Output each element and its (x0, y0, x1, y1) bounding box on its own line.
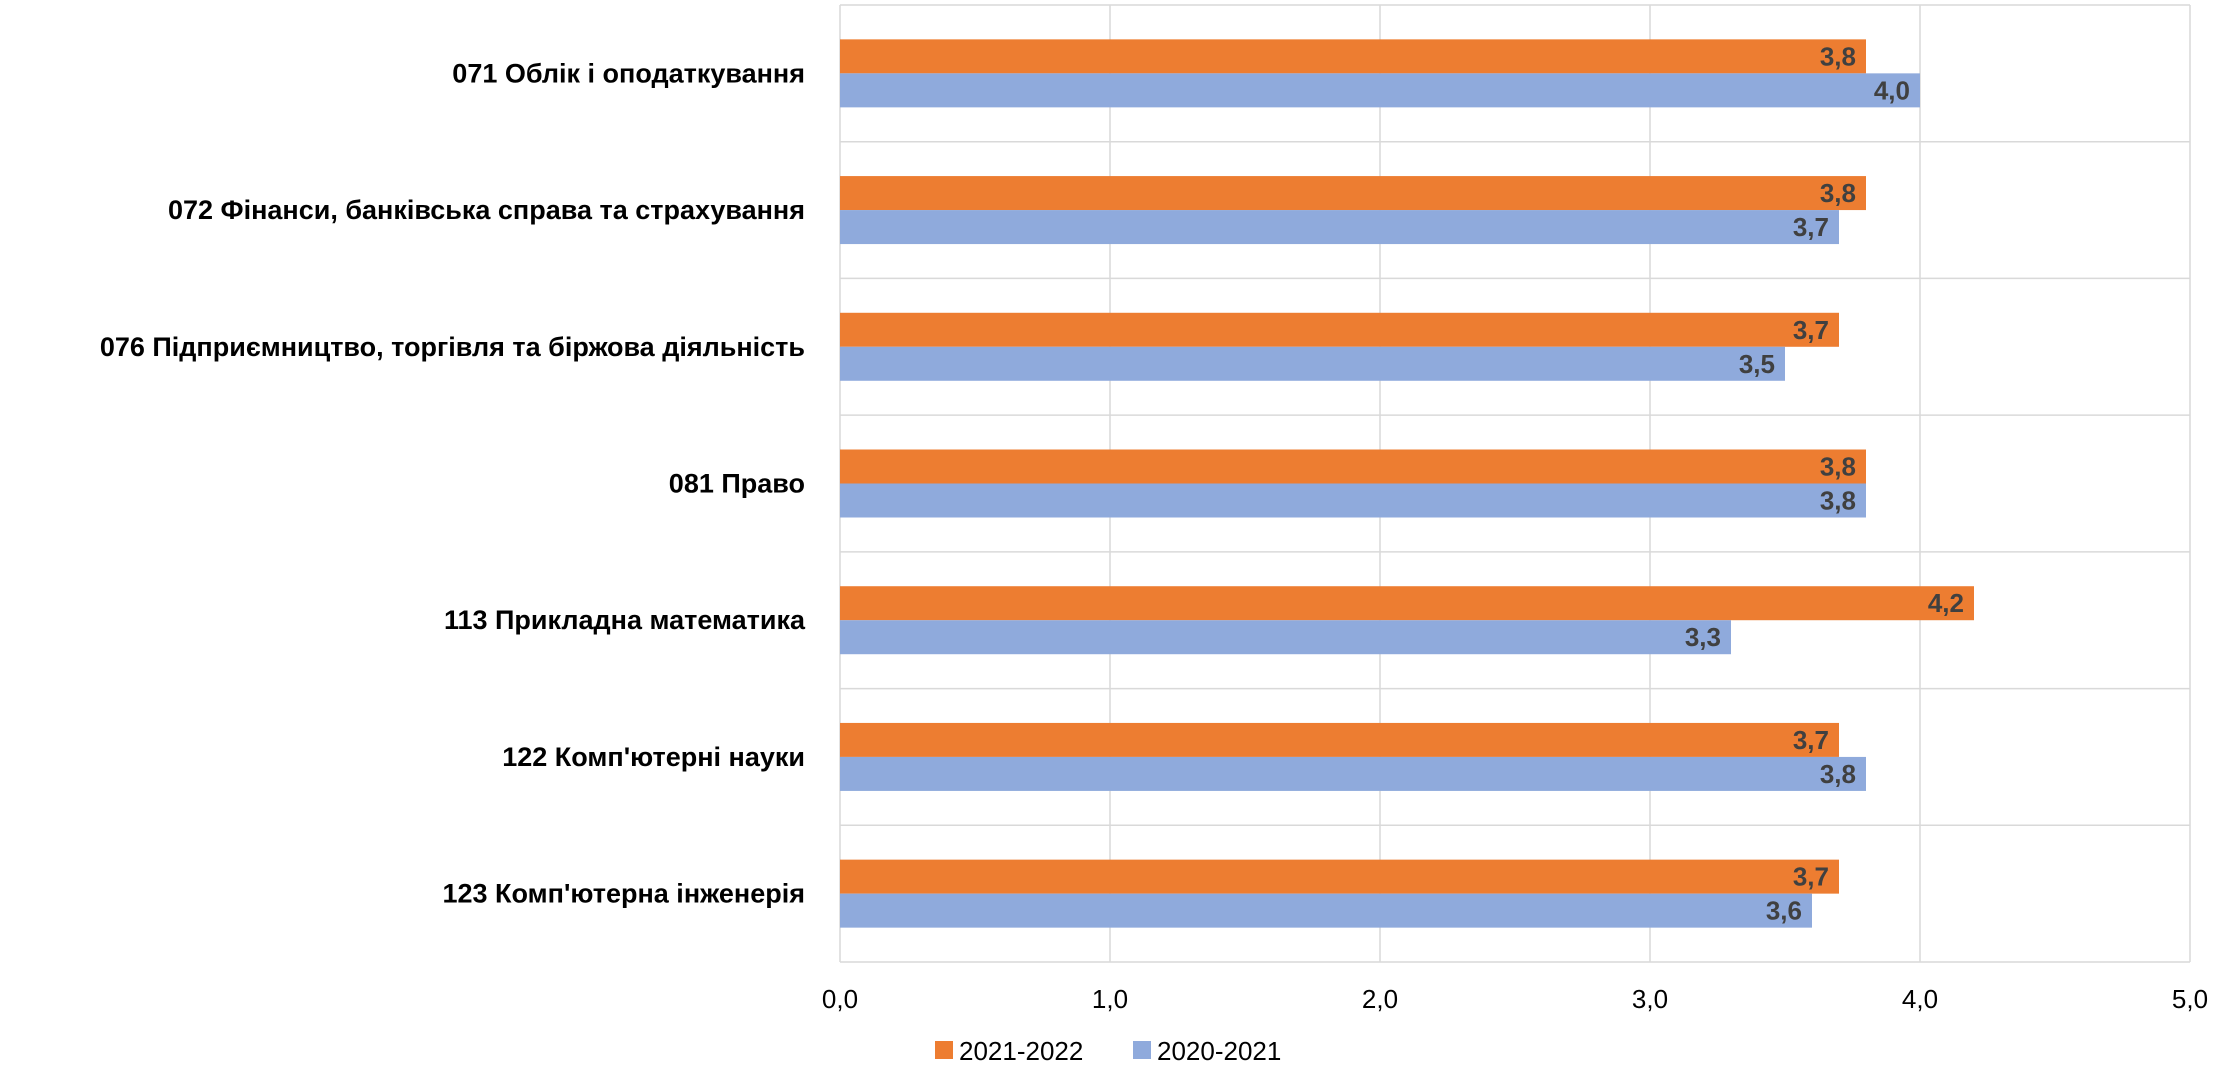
x-tick-label: 0,0 (822, 984, 858, 1014)
bar[interactable] (840, 449, 1866, 484)
x-tick-label: 5,0 (2172, 984, 2208, 1014)
data-label: 3,8 (1820, 486, 1856, 516)
bar[interactable] (840, 859, 1839, 894)
bars (840, 39, 1974, 928)
legend-swatch (1133, 1041, 1151, 1059)
legend[interactable]: 2021-2022 2020-2021 (935, 1036, 1281, 1066)
data-label: 4,0 (1874, 75, 1910, 105)
legend-label: 2020-2021 (1157, 1036, 1281, 1066)
data-labels: 3,8 4,0 3,8 3,7 3,7 3,5 3,8 3,8 4,2 3,3 3,7 3,8 3,7 3… (1685, 41, 1964, 925)
bar[interactable] (840, 756, 1866, 791)
category-labels: 071 Облік і оподаткування 072 Фінанси, ба… (100, 58, 806, 908)
category-label: 122 Комп'ютерні науки (502, 742, 805, 772)
bar[interactable] (840, 620, 1731, 655)
data-label: 3,7 (1793, 862, 1829, 892)
bar[interactable] (840, 39, 1866, 74)
category-label: 123 Комп'ютерна інженерія (443, 879, 806, 909)
category-label: 113 Прикладна математика (444, 605, 806, 635)
data-label: 3,7 (1793, 725, 1829, 755)
x-tick-label: 2,0 (1362, 984, 1398, 1014)
data-label: 3,8 (1820, 41, 1856, 71)
data-label: 3,8 (1820, 452, 1856, 482)
legend-label: 2021-2022 (959, 1036, 1083, 1066)
data-label: 3,3 (1685, 622, 1721, 652)
data-label: 3,5 (1739, 349, 1775, 379)
data-label: 3,7 (1793, 212, 1829, 242)
legend-swatch (935, 1041, 953, 1059)
bar[interactable] (840, 722, 1839, 757)
data-label: 4,2 (1928, 588, 1964, 618)
x-tick-label: 1,0 (1092, 984, 1128, 1014)
bar[interactable] (840, 73, 1920, 108)
bar[interactable] (840, 483, 1866, 518)
data-label: 3,8 (1820, 759, 1856, 789)
x-tick-label: 4,0 (1902, 984, 1938, 1014)
bar[interactable] (840, 312, 1839, 347)
data-label: 3,6 (1766, 896, 1802, 926)
data-label: 3,7 (1793, 315, 1829, 345)
x-tick-labels: 0,0 1,0 2,0 3,0 4,0 5,0 (822, 984, 2208, 1014)
bar[interactable] (840, 210, 1839, 245)
bar[interactable] (840, 346, 1785, 381)
category-label: 072 Фінанси, банківська справа та страху… (168, 195, 805, 225)
bar[interactable] (840, 176, 1866, 211)
bar[interactable] (840, 893, 1812, 928)
bar[interactable] (840, 586, 1974, 621)
category-label: 076 Підприємництво, торгівля та біржова … (100, 332, 805, 362)
category-label: 081 Право (669, 469, 805, 499)
category-label: 071 Облік і оподаткування (452, 58, 805, 88)
data-label: 3,8 (1820, 178, 1856, 208)
x-tick-label: 3,0 (1632, 984, 1668, 1014)
grid (839, 4, 2191, 963)
